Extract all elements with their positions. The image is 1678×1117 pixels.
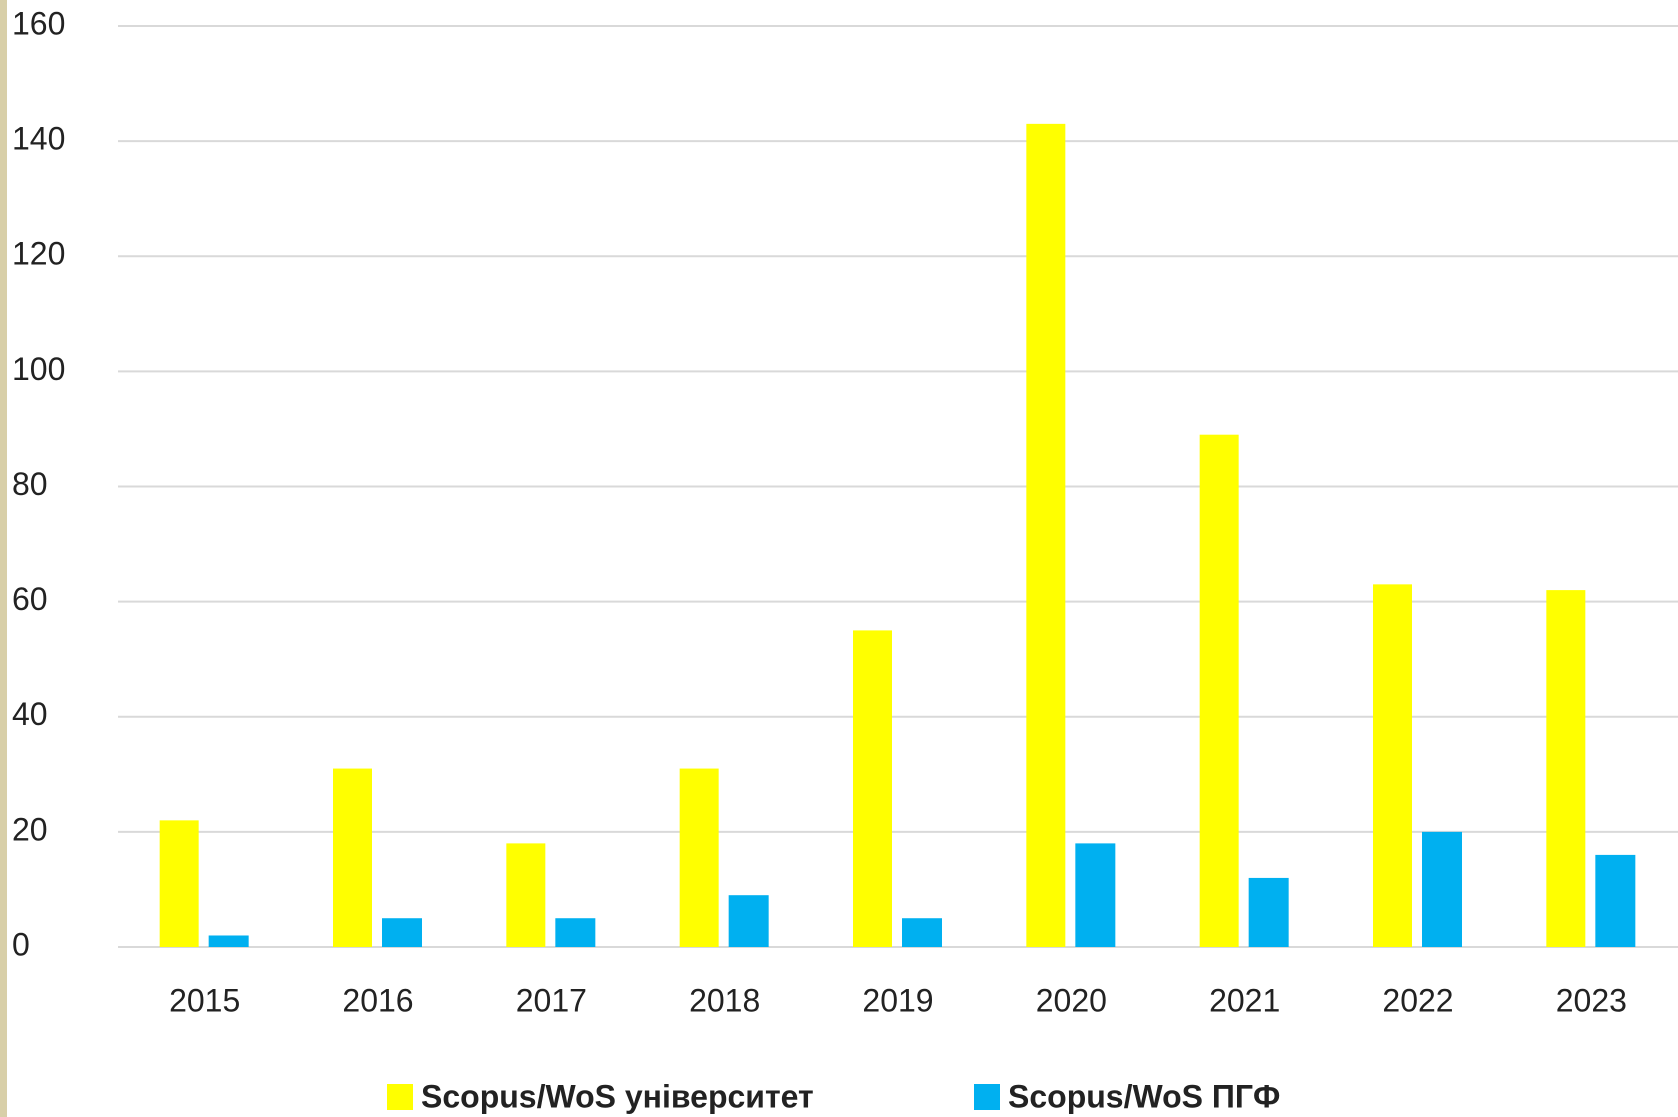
- x-tick-label: 2019: [862, 982, 933, 1018]
- y-tick-label: 40: [12, 696, 48, 732]
- legend-swatch: [387, 1084, 413, 1110]
- y-tick-label: 120: [12, 236, 65, 272]
- x-tick-label: 2017: [516, 982, 587, 1018]
- x-tick-label: 2020: [1036, 982, 1107, 1018]
- y-tick-label: 100: [12, 351, 65, 387]
- bar: [1373, 584, 1412, 947]
- bar: [506, 843, 546, 947]
- bar: [902, 918, 942, 947]
- legend-swatch: [974, 1084, 1000, 1110]
- x-tick-label: 2023: [1556, 982, 1627, 1018]
- legend-label: Scopus/WoS ПГФ: [1008, 1078, 1280, 1114]
- y-tick-label: 0: [12, 926, 30, 962]
- bar: [382, 918, 422, 947]
- legend-label: Scopus/WoS університет: [421, 1078, 814, 1114]
- y-tick-label: 20: [12, 811, 48, 847]
- x-tick-label: 2021: [1209, 982, 1280, 1018]
- x-tick-label: 2015: [169, 982, 240, 1018]
- bar: [679, 768, 719, 947]
- bar: [1199, 434, 1239, 948]
- x-tick-label: 2016: [342, 982, 413, 1018]
- bar: [1546, 590, 1586, 947]
- bar: [208, 935, 249, 947]
- y-tick-label: 80: [12, 466, 48, 502]
- bar: [1026, 123, 1066, 947]
- bar: [333, 768, 372, 947]
- y-tick-label: 140: [12, 121, 65, 157]
- bar: [1248, 877, 1289, 947]
- y-tick-label: 60: [12, 581, 48, 617]
- x-tick-label: 2022: [1382, 982, 1453, 1018]
- legend: Scopus/WoS університет Scopus/WoS ПГФ: [387, 1078, 1280, 1114]
- bar: [1075, 843, 1116, 947]
- x-tick-label: 2018: [689, 982, 760, 1018]
- bar: [728, 895, 769, 947]
- bar: [1595, 854, 1636, 947]
- bar: [1422, 831, 1462, 947]
- bar: [159, 820, 199, 947]
- bar: [555, 918, 596, 947]
- y-tick-label: 160: [12, 5, 65, 41]
- bar: [853, 630, 892, 947]
- side-strip: [0, 0, 7, 1117]
